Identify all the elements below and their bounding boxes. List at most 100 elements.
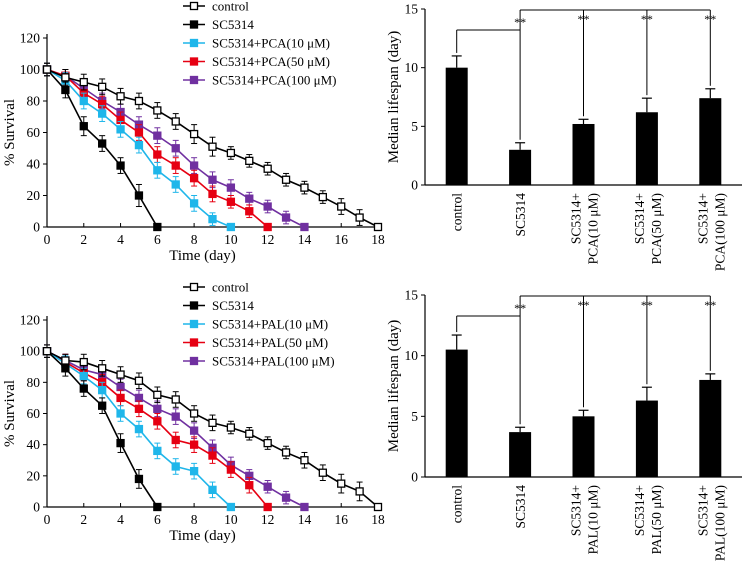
data-point xyxy=(281,213,291,222)
data-point xyxy=(355,213,364,222)
data-point xyxy=(171,144,180,153)
bar xyxy=(572,416,595,477)
data-point xyxy=(42,347,52,356)
data-point xyxy=(300,456,309,465)
data-point xyxy=(134,191,144,200)
x-tick-label: SC5314+ PAL(100 μM) xyxy=(695,485,727,561)
data-point xyxy=(116,438,125,448)
data-point xyxy=(116,161,125,170)
data-point xyxy=(171,412,180,421)
series-sc5314-pca-100-m- xyxy=(42,62,309,232)
data-point xyxy=(98,82,107,91)
y-tick-label: 40 xyxy=(27,437,41,452)
y-tick-label: 0 xyxy=(411,470,418,485)
data-point xyxy=(134,393,144,403)
x-tick-label: 18 xyxy=(371,232,385,247)
data-point xyxy=(373,502,383,512)
x-tick-label: SC5314 xyxy=(513,193,528,237)
data-point xyxy=(263,222,272,232)
data-point xyxy=(189,129,199,139)
legend-marker xyxy=(189,338,199,347)
x-tick-label: 0 xyxy=(44,512,51,527)
data-point xyxy=(171,435,180,445)
data-point xyxy=(116,92,125,101)
data-point xyxy=(171,161,180,170)
x-tick-label-line: control xyxy=(450,193,465,231)
data-point xyxy=(189,426,199,435)
x-tick-label: 8 xyxy=(191,512,198,527)
x-tick-label: 14 xyxy=(298,512,312,527)
data-point xyxy=(98,364,107,373)
bar xyxy=(699,98,722,185)
y-axis-label: Median lifespan (day) xyxy=(386,31,402,163)
x-tick-label: SC5314+ PCA(100 μM) xyxy=(695,193,727,271)
data-point xyxy=(245,194,254,203)
data-point xyxy=(189,440,199,449)
x-tick-label: 12 xyxy=(261,232,275,247)
x-tick-label: SC5314 xyxy=(513,485,528,529)
data-point xyxy=(355,487,364,496)
significance-label: ** xyxy=(704,298,716,312)
significance-label: ** xyxy=(704,12,716,26)
data-point xyxy=(300,502,309,512)
y-axis-label: Median lifespan (day) xyxy=(386,320,402,452)
data-point xyxy=(208,189,217,199)
series-sc5314-pca-50-m- xyxy=(42,62,272,232)
data-point xyxy=(373,222,383,232)
y-tick-label: 100 xyxy=(20,344,41,359)
data-point xyxy=(226,183,236,192)
x-tick-label: SC5314+ PCA(50 μM) xyxy=(632,193,664,264)
data-point xyxy=(153,106,162,115)
data-point xyxy=(153,222,162,232)
significance-label: ** xyxy=(641,12,653,26)
x-tick-label: 10 xyxy=(224,512,238,527)
data-point xyxy=(134,424,144,434)
data-point xyxy=(134,128,144,137)
series-sc5314-pal-50-m- xyxy=(42,344,272,512)
data-point xyxy=(245,481,254,490)
data-point xyxy=(226,465,236,474)
x-tick-label: 4 xyxy=(117,512,124,527)
x-tick-label-line: SC5314+ xyxy=(569,485,584,536)
data-point xyxy=(189,409,199,418)
data-point xyxy=(98,385,107,395)
data-point xyxy=(61,85,70,95)
data-point xyxy=(153,166,162,175)
y-tick-label: 0 xyxy=(33,500,40,515)
x-tick-label-line: SC5314+ xyxy=(632,193,647,244)
y-tick-label: 100 xyxy=(20,62,41,77)
bar xyxy=(445,349,468,477)
x-tick-label: 4 xyxy=(117,232,124,247)
data-point xyxy=(116,370,125,379)
x-tick-label-line: SC5314 xyxy=(513,485,528,529)
legend-marker xyxy=(189,319,199,329)
data-point xyxy=(208,175,217,184)
data-point xyxy=(79,122,88,131)
x-tick-label: 8 xyxy=(191,232,198,247)
y-axis-label: % Survival xyxy=(2,380,18,447)
y-axis-label: % Survival xyxy=(2,99,18,166)
significance-label: ** xyxy=(514,301,526,315)
data-point xyxy=(337,479,346,488)
data-point xyxy=(189,199,199,208)
data-point xyxy=(263,438,272,448)
y-tick-label: 120 xyxy=(20,313,41,328)
data-point xyxy=(79,371,88,381)
data-point xyxy=(245,207,254,216)
y-tick-label: 5 xyxy=(411,409,418,424)
x-tick-label: 12 xyxy=(261,512,275,527)
data-point xyxy=(153,502,162,512)
legend-entry: SC5314+PCA(10 μM) xyxy=(212,36,330,51)
data-point xyxy=(171,117,180,126)
data-point xyxy=(98,109,107,118)
y-tick-label: 10 xyxy=(405,348,419,363)
data-point xyxy=(245,429,254,438)
data-point xyxy=(318,192,327,202)
data-point xyxy=(226,197,236,206)
data-point xyxy=(245,156,254,166)
x-tick-label: 2 xyxy=(80,232,87,247)
bar xyxy=(635,400,658,477)
y-tick-label: 20 xyxy=(27,188,41,203)
y-tick-label: 80 xyxy=(27,94,41,109)
y-tick-label: 15 xyxy=(405,288,419,303)
